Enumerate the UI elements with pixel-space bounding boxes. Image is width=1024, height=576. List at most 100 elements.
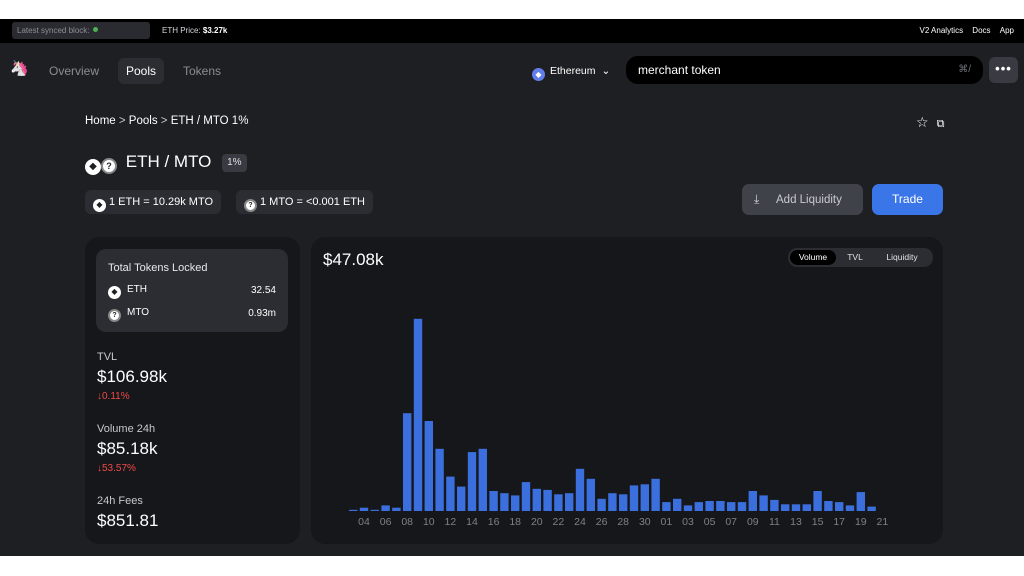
- x-tick-label: 04: [358, 516, 370, 528]
- volume-value: $85.18k: [97, 439, 158, 458]
- chart-bar[interactable]: [835, 502, 844, 511]
- chart-bar[interactable]: [500, 493, 509, 511]
- sync-status: Latest synced block:: [12, 22, 150, 39]
- rate-eth-chip[interactable]: ◆ 1 ETH = 10.29k MTO: [85, 190, 222, 214]
- x-tick-label: 06: [380, 516, 392, 528]
- top-links: V2 Analytics Docs App: [912, 26, 1014, 35]
- link-app[interactable]: App: [999, 26, 1014, 35]
- chart-bar[interactable]: [392, 507, 401, 511]
- pair-name: ETH / MTO: [125, 152, 212, 171]
- eth-price-value: $3.27k: [202, 26, 228, 35]
- chart-bar[interactable]: [867, 506, 876, 511]
- chart-bar[interactable]: [791, 504, 801, 511]
- chart-bar[interactable]: [737, 502, 747, 511]
- chart-bar[interactable]: [489, 491, 498, 511]
- chart-bar[interactable]: [457, 486, 466, 511]
- rate-mto-chip[interactable]: ? 1 MTO = <0.001 ETH: [236, 190, 373, 214]
- total-tokens-locked: Total Tokens Locked ◆ ETH 32.54 ? MTO 0.93…: [96, 249, 288, 332]
- chart-bar[interactable]: [597, 498, 606, 511]
- chart-bar[interactable]: [370, 509, 379, 511]
- trade-button[interactable]: Trade: [872, 184, 943, 215]
- chart-bar[interactable]: [856, 492, 865, 511]
- chart-bar[interactable]: [554, 494, 563, 511]
- chart-bar[interactable]: [608, 493, 617, 511]
- chart-bar[interactable]: [575, 468, 585, 511]
- main-nav: 🦄 Overview Pools Tokens ◆ Ethereum ⌄ ⌘/ •…: [0, 43, 1024, 97]
- x-tick-label: 22: [553, 516, 565, 528]
- external-link-icon[interactable]: ⧉: [936, 118, 945, 130]
- toggle-volume[interactable]: Volume: [790, 250, 836, 265]
- download-icon: ⤓: [754, 192, 760, 206]
- search-bar[interactable]: ⌘/: [626, 56, 983, 84]
- chart-bar[interactable]: [619, 494, 628, 511]
- tab-pools[interactable]: Pools: [118, 58, 165, 84]
- more-menu-button[interactable]: •••: [989, 57, 1018, 83]
- chart-bar[interactable]: [586, 478, 595, 511]
- chart-bar[interactable]: [748, 491, 757, 511]
- chart-bar[interactable]: [845, 505, 855, 511]
- chart-bar[interactable]: [694, 502, 703, 511]
- chart-bar[interactable]: [359, 507, 369, 511]
- chart-bar[interactable]: [532, 488, 541, 511]
- x-tick-label: 01: [661, 516, 673, 528]
- locked-amount: 0.93m: [248, 308, 276, 319]
- link-v2-analytics[interactable]: V2 Analytics: [919, 26, 964, 35]
- toggle-liquidity[interactable]: Liquidity: [886, 252, 918, 262]
- chart-bar[interactable]: [521, 482, 531, 511]
- chart-bar[interactable]: [403, 413, 412, 511]
- volume-chart-card: 04 06 08 10 12 14 16 18 20 22 24 26 28 30 01 03 05 07 09 11…: [311, 237, 943, 544]
- chart-bar[interactable]: [543, 489, 552, 511]
- locked-row-eth[interactable]: ◆ ETH 32.54: [108, 284, 276, 299]
- chart-bar[interactable]: [478, 448, 487, 511]
- chart-bar[interactable]: [651, 478, 660, 511]
- sync-label: Latest synced block:: [17, 26, 90, 35]
- chart-bar[interactable]: [770, 499, 779, 511]
- breadcrumb-pools[interactable]: Pools: [128, 115, 158, 127]
- toggle-tvl[interactable]: TVL: [847, 252, 863, 262]
- add-liquidity-button[interactable]: ⤓ Add Liquidity: [742, 184, 863, 215]
- unicorn-logo-icon[interactable]: 🦄: [10, 60, 29, 77]
- chart-bar[interactable]: [629, 485, 639, 511]
- ethereum-icon: ◆: [532, 68, 545, 81]
- link-docs[interactable]: Docs: [972, 26, 991, 35]
- chart-bar[interactable]: [413, 318, 423, 511]
- chart-bar[interactable]: [662, 502, 671, 511]
- fees-value: $851.81: [97, 511, 159, 530]
- x-tick-label: 26: [596, 516, 608, 528]
- breadcrumb-home[interactable]: Home: [85, 115, 116, 127]
- network-selector[interactable]: ◆ Ethereum ⌄: [526, 59, 616, 83]
- chart-bar[interactable]: [673, 498, 682, 511]
- chart-bar[interactable]: [565, 493, 574, 511]
- chart-bar[interactable]: [802, 504, 811, 511]
- x-tick-label: 21: [877, 516, 889, 528]
- chart-bar[interactable]: [683, 505, 693, 511]
- search-input[interactable]: [638, 62, 938, 78]
- chart-bar[interactable]: [813, 491, 822, 511]
- chart-bar[interactable]: [824, 501, 833, 511]
- add-liquidity-label: Add Liquidity: [776, 194, 842, 206]
- chart-bar[interactable]: [705, 501, 714, 511]
- tvl-change: ↓0.11%: [97, 391, 130, 402]
- x-tick-label: 12: [445, 516, 457, 528]
- locked-row-mto[interactable]: ? MTO 0.93m: [108, 307, 276, 322]
- chart-bar[interactable]: [640, 484, 649, 511]
- tab-overview[interactable]: Overview: [49, 64, 100, 78]
- chart-bar[interactable]: [511, 495, 520, 511]
- chart-bar[interactable]: [349, 509, 358, 511]
- volume-change: ↓53.57%: [97, 463, 136, 474]
- chart-bar[interactable]: [781, 504, 790, 511]
- x-tick-label: 15: [812, 516, 824, 528]
- chart-bar[interactable]: [381, 505, 390, 511]
- chart-bar[interactable]: [467, 452, 477, 511]
- chart-bar[interactable]: [446, 476, 455, 511]
- chart-bar[interactable]: [716, 501, 725, 511]
- chart-bar[interactable]: [727, 502, 736, 511]
- tab-tokens[interactable]: Tokens: [183, 64, 222, 78]
- x-tick-label: 05: [704, 516, 716, 528]
- chart-bar[interactable]: [435, 448, 444, 511]
- chart-bar[interactable]: [759, 495, 768, 511]
- volume-stat: Volume 24h $85.18k ↓53.57%: [97, 423, 158, 474]
- x-tick-label: 08: [401, 516, 413, 528]
- star-icon[interactable]: ☆: [916, 114, 929, 130]
- chart-bar[interactable]: [424, 421, 433, 511]
